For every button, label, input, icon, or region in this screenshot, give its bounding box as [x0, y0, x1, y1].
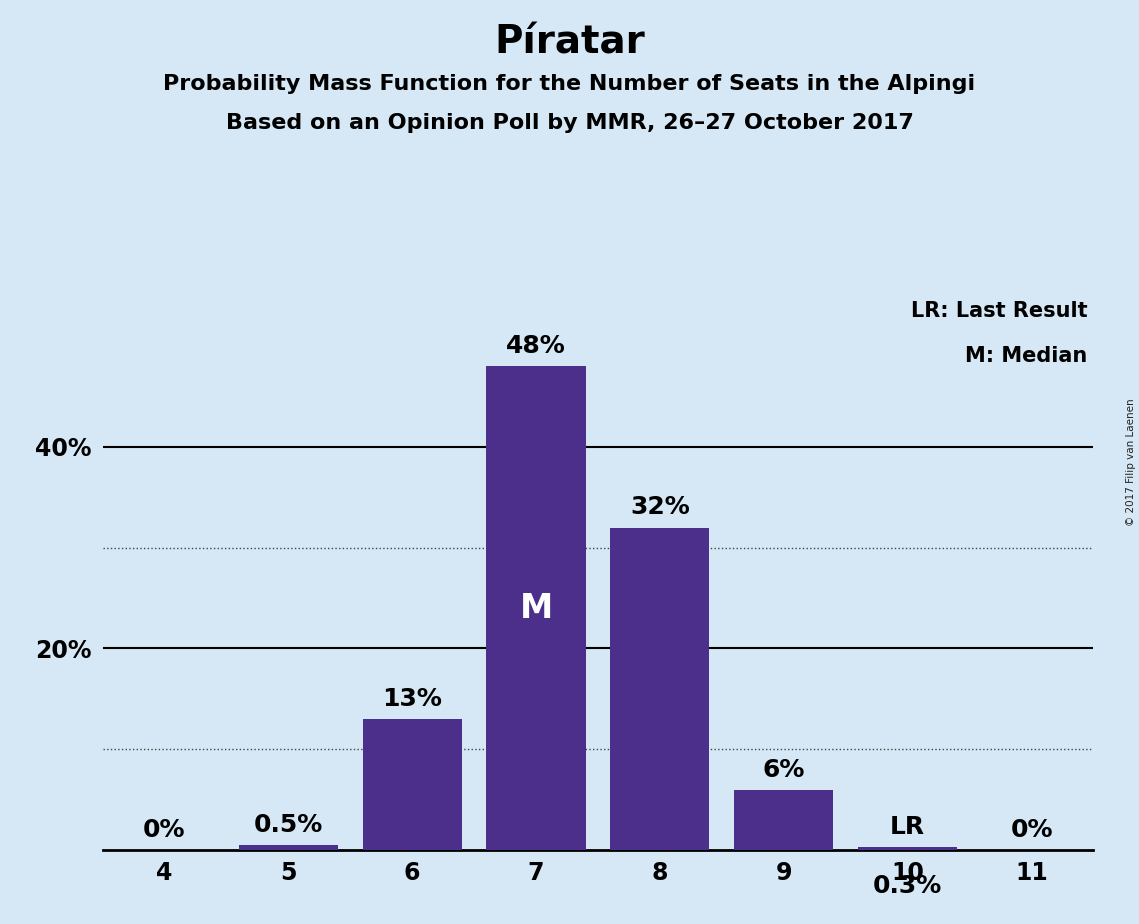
Bar	[735, 790, 834, 850]
Text: Píratar: Píratar	[494, 23, 645, 61]
Bar	[858, 847, 957, 850]
Text: 0.3%: 0.3%	[872, 874, 942, 898]
Text: LR: LR	[890, 815, 925, 839]
Bar	[611, 528, 710, 850]
Text: 0%: 0%	[1010, 818, 1052, 842]
Text: Probability Mass Function for the Number of Seats in the Alpingi: Probability Mass Function for the Number…	[163, 74, 976, 94]
Text: 0.5%: 0.5%	[254, 813, 323, 837]
Text: 0%: 0%	[144, 818, 186, 842]
Bar	[239, 845, 338, 850]
Text: M: M	[519, 591, 552, 625]
Text: © 2017 Filip van Laenen: © 2017 Filip van Laenen	[1126, 398, 1136, 526]
Text: LR: Last Result: LR: Last Result	[910, 300, 1088, 321]
Text: 13%: 13%	[383, 687, 442, 711]
Text: M: Median: M: Median	[965, 346, 1088, 366]
Text: 6%: 6%	[763, 758, 805, 782]
Text: Based on an Opinion Poll by MMR, 26–27 October 2017: Based on an Opinion Poll by MMR, 26–27 O…	[226, 113, 913, 133]
Text: 48%: 48%	[506, 334, 566, 359]
Bar	[362, 719, 461, 850]
Bar	[486, 366, 585, 850]
Text: 32%: 32%	[630, 495, 690, 519]
